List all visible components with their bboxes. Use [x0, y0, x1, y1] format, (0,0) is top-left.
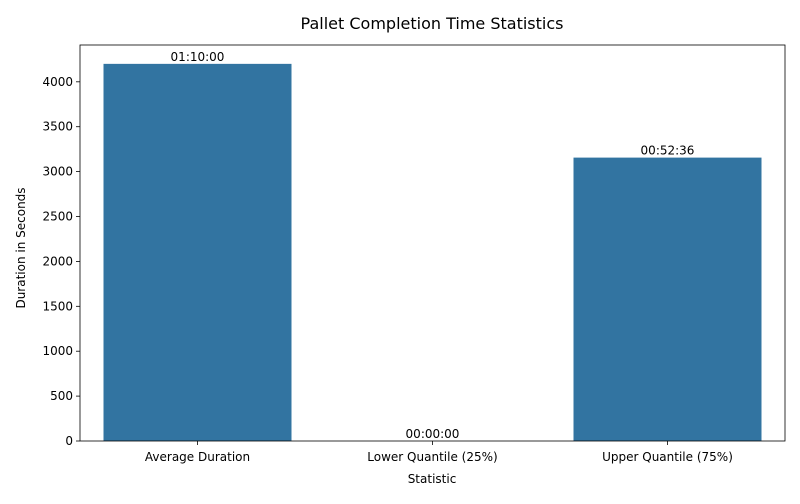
- bars-layer: [103, 63, 762, 442]
- x-tick-label: Average Duration: [145, 450, 250, 464]
- bar-data-label: 00:52:36: [641, 144, 695, 158]
- x-tick-label: Upper Quantile (75%): [602, 450, 733, 464]
- y-tick-label: 1500: [42, 299, 73, 313]
- bar: [103, 63, 292, 441]
- plot-frame: [79, 44, 786, 442]
- y-tick-label: 2500: [42, 210, 73, 224]
- y-tick-label: 0: [65, 434, 73, 448]
- y-tick-label: 4000: [42, 75, 73, 89]
- y-tick-label: 2000: [42, 254, 73, 268]
- y-axis-label: Duration in Seconds: [14, 187, 28, 308]
- y-tick-label: 3500: [42, 120, 73, 134]
- bar: [573, 157, 762, 442]
- y-tick-label: 500: [50, 389, 73, 403]
- chart-title: Pallet Completion Time Statistics: [301, 14, 564, 33]
- y-tick-label: 3000: [42, 165, 73, 179]
- y-tick-label: 1000: [42, 344, 73, 358]
- data-labels-layer: 01:10:00 00:00:00 00:52:36: [171, 50, 695, 441]
- x-tick-label: Lower Quantile (25%): [367, 450, 497, 464]
- x-axis-label: Statistic: [408, 472, 457, 486]
- bar-data-label: 01:10:00: [171, 50, 225, 64]
- x-axis: Average Duration Lower Quantile (25%) Uppe…: [145, 441, 733, 464]
- bar-data-label: 00:00:00: [406, 427, 460, 441]
- y-axis: 0 500 1000 1500 2000 2500 3000 3500 4000: [42, 75, 80, 448]
